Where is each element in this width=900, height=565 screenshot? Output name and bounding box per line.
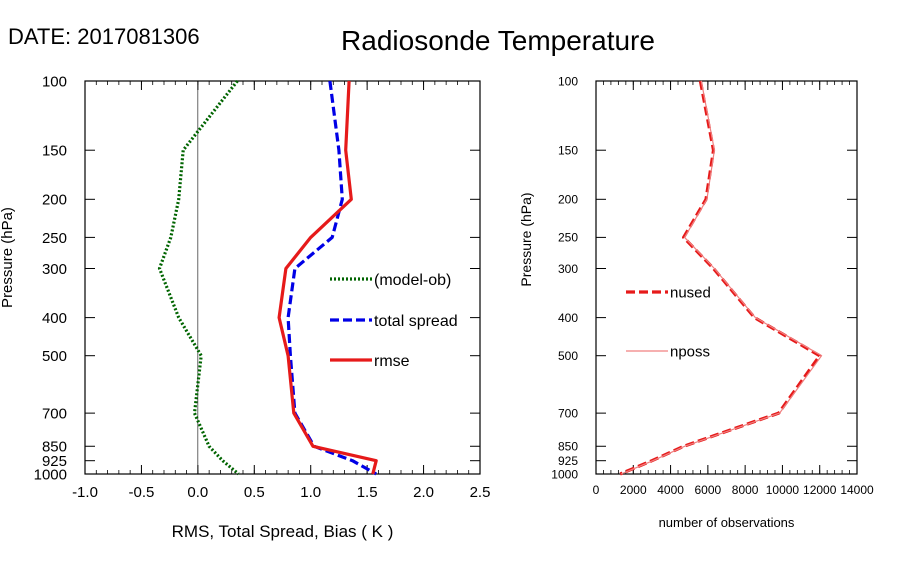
x-tick-label: 1.5	[357, 484, 378, 501]
legend-label: rmse	[374, 353, 410, 370]
x-tick-label: 2.0	[413, 484, 434, 501]
date-label: DATE: 2017081306	[8, 24, 200, 49]
y-tick-label: 500	[42, 348, 67, 365]
series-line-model-ob	[157, 80, 240, 476]
y-tick-label: 200	[42, 192, 67, 209]
y-tick-label: 300	[558, 262, 578, 276]
series-line-nused	[619, 80, 822, 476]
x-tick-label: 14000	[840, 483, 874, 497]
x-tick-label: -1.0	[72, 484, 98, 501]
x-tick-label: 0.0	[187, 484, 208, 501]
x-axis-label: RMS, Total Spread, Bias ( K )	[172, 522, 394, 541]
x-axis-label: number of observations	[659, 515, 795, 530]
legend-label: nposs	[670, 343, 710, 360]
x-tick-label: 12000	[803, 483, 837, 497]
observation-count-panel: 0 2000 4000 6000 8000 10000 12000 14000 100 150 20…	[518, 74, 874, 530]
legend-label: nused	[670, 284, 711, 301]
y-tick-label: 400	[42, 310, 67, 327]
x-tick-label: 10000	[766, 483, 800, 497]
x-tick-label: 0	[593, 483, 600, 497]
x-tick-label: 2.5	[470, 484, 491, 501]
y-tick-label: 150	[558, 144, 578, 158]
y-tick-label: 400	[558, 311, 578, 325]
y-axis-label: Pressure (hPa)	[0, 207, 16, 308]
y-tick-label: 300	[42, 261, 67, 278]
y-tick-label: 1000	[551, 467, 578, 481]
y-tick-label: 700	[42, 406, 67, 423]
y-tick-label: 250	[42, 230, 67, 247]
y-tick-label: 925	[558, 454, 578, 468]
y-tick-label: 500	[558, 349, 578, 363]
y-tick-label: 100	[42, 73, 67, 90]
y-tick-label: 700	[558, 406, 578, 420]
x-tick-label: 2000	[620, 483, 647, 497]
y-tick-label: 850	[42, 439, 67, 456]
legend-label: (model-ob)	[374, 272, 451, 289]
y-tick-label: 250	[558, 231, 578, 245]
y-tick-label: 925	[42, 453, 67, 470]
plot-frame	[84, 80, 481, 475]
x-tick-label: 1.0	[300, 484, 321, 501]
y-axis-label: Pressure (hPa)	[518, 192, 534, 286]
y-tick-label: 100	[558, 74, 578, 88]
legend-label: total spread	[374, 313, 458, 330]
error-profile-panel: -1.0 -0.5 0.0 0.5 1.0 1.5 2.0 2.5 100 150 200 250 30…	[0, 73, 490, 541]
x-tick-label: 4000	[657, 483, 684, 497]
plot-frame	[595, 80, 858, 475]
series-line-rmse	[277, 80, 378, 475]
y-tick-label: 150	[42, 143, 67, 160]
y-tick-label: 850	[558, 440, 578, 454]
y-tick-label: 200	[558, 193, 578, 207]
x-tick-label: -0.5	[128, 484, 154, 501]
x-tick-label: 6000	[695, 483, 722, 497]
x-tick-label: 8000	[732, 483, 759, 497]
series-line-nposs	[620, 80, 823, 475]
chart-title: Radiosonde Temperature	[341, 25, 655, 56]
x-tick-label: 0.5	[244, 484, 265, 501]
y-tick-label: 1000	[34, 466, 67, 483]
